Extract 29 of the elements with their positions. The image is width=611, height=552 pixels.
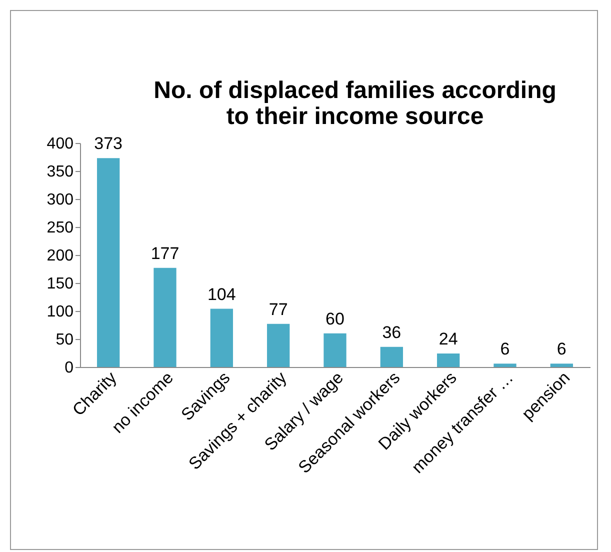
data-label: 36 (382, 322, 402, 342)
bar (97, 158, 120, 367)
data-label: 60 (326, 309, 344, 328)
bar (267, 324, 290, 367)
data-label: 77 (268, 300, 288, 319)
bar (210, 308, 233, 367)
data-label: 177 (150, 244, 180, 263)
y-tick-label: 200 (46, 248, 74, 264)
bar (324, 333, 346, 367)
bar (154, 268, 176, 367)
data-label: 24 (438, 330, 458, 349)
bar (550, 364, 573, 367)
y-tick-label: 50 (56, 332, 74, 348)
y-tick-label: 0 (64, 360, 74, 376)
data-label: 104 (207, 284, 236, 304)
y-tick-label: 250 (46, 220, 74, 236)
y-tick-label: 100 (46, 304, 74, 320)
y-tick-label: 150 (46, 276, 74, 292)
data-label: 373 (94, 134, 123, 154)
y-tick-label: 300 (46, 192, 74, 208)
bar (494, 364, 516, 367)
text: No. of displaced families according (154, 77, 556, 104)
text: to their income source (226, 103, 484, 130)
bar (380, 346, 403, 367)
data-label: 6 (500, 340, 510, 359)
y-tick-label: 350 (46, 164, 74, 180)
data-label: 6 (556, 340, 566, 359)
bar (437, 354, 460, 367)
y-tick-label: 400 (46, 136, 74, 152)
